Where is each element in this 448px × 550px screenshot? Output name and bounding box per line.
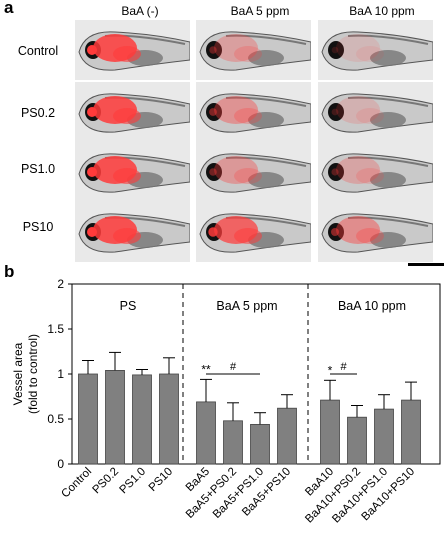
bar: [159, 373, 179, 465]
x-tick-label: Control: [59, 466, 94, 501]
fish-image-0-0: [75, 20, 190, 80]
panel-a-letter: a: [4, 0, 14, 17]
fish-image-1-0: [75, 82, 190, 142]
zebrafish-larva: [75, 142, 190, 202]
zebrafish-larva: [196, 82, 311, 142]
y-tick-label: 2: [57, 277, 64, 291]
zebrafish-larva: [318, 20, 433, 80]
zebrafish-larva: [75, 20, 190, 80]
y-axis-label: Vessel area: [11, 342, 25, 405]
panel-b-letter: b: [4, 262, 15, 281]
x-tick-label: PS0.2: [90, 466, 121, 497]
fish-image-0-2: [318, 20, 433, 80]
fish-image-2-1: [196, 142, 311, 202]
zebrafish-larva: [75, 202, 190, 262]
zebrafish-larva: [196, 202, 311, 262]
fish-image-2-2: [318, 142, 433, 202]
bar: [401, 399, 421, 465]
comparison-marker: #: [340, 361, 347, 373]
row-label-ps10-1: PS1.0: [20, 162, 56, 176]
fish-image-1-1: [196, 82, 311, 142]
fish-image-3-1: [196, 202, 311, 262]
bar: [347, 416, 367, 465]
group-title: PS: [120, 299, 137, 313]
bar: [196, 401, 216, 465]
y-tick-label: 1.5: [47, 322, 64, 336]
bar: [250, 423, 270, 465]
bar: [374, 408, 394, 465]
group-title: BaA 10 ppm: [338, 299, 406, 313]
y-tick-label: 1: [57, 367, 64, 381]
bar: [320, 399, 340, 465]
significance-marker: *: [328, 363, 333, 377]
bar: [277, 407, 297, 465]
bar: [78, 373, 98, 465]
fish-image-2-0: [75, 142, 190, 202]
zebrafish-larva: [75, 82, 190, 142]
column-header-baa-5: BaA 5 ppm: [230, 4, 290, 18]
fish-image-3-2: [318, 202, 433, 262]
bar: [132, 374, 152, 465]
bar: [223, 420, 243, 465]
fish-image-3-0: [75, 202, 190, 262]
row-label-control: Control: [17, 44, 59, 58]
column-header-baa-none: BaA (-): [121, 4, 159, 18]
group-title: BaA 5 ppm: [216, 299, 277, 313]
fish-image-0-1: [196, 20, 311, 80]
y-tick-label: 0: [57, 457, 64, 471]
zebrafish-larva: [196, 142, 311, 202]
zebrafish-larva: [318, 82, 433, 142]
zebrafish-larva: [318, 202, 433, 262]
comparison-marker: #: [230, 361, 237, 373]
zebrafish-larva: [318, 142, 433, 202]
bar: [105, 370, 125, 465]
y-axis-label-unit: (fold to control): [26, 334, 40, 414]
x-tick-label: PS1.0: [117, 466, 148, 497]
zebrafish-larva: [196, 20, 311, 80]
row-label-ps02: PS0.2: [20, 106, 56, 120]
scale-bar: [408, 263, 444, 266]
vessel-area-bar-chart: 0 0.5 1 1.5 2 Vessel area (fold to control) PS B…: [11, 277, 441, 525]
row-label-ps10: PS10: [22, 220, 54, 234]
significance-marker: **: [201, 362, 211, 376]
column-header-baa-10: BaA 10 ppm: [349, 4, 415, 18]
fish-image-1-2: [318, 82, 433, 142]
y-tick-label: 0.5: [47, 412, 64, 426]
x-tick-label: PS10: [147, 466, 175, 494]
